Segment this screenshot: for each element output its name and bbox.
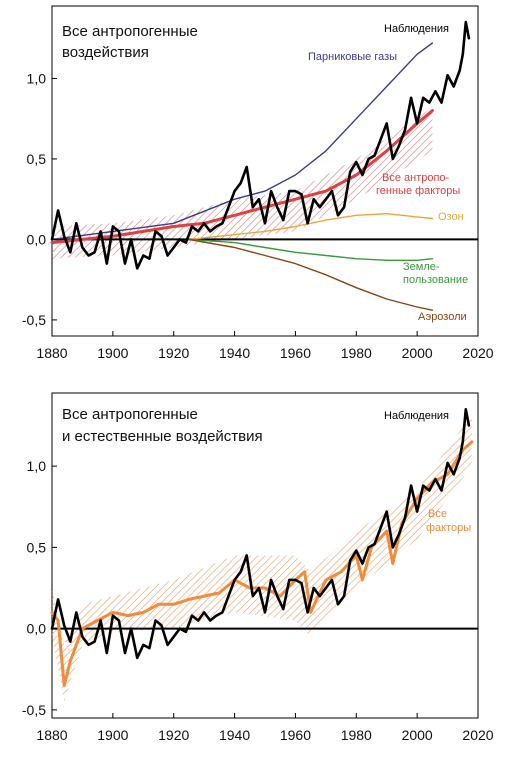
series-line-4 (188, 238, 434, 261)
y-tick-label: 0,5 (27, 539, 47, 555)
x-tick-label: 1960 (280, 345, 311, 361)
label-all-anthropogenic-line-1: Все антропо- (382, 172, 450, 184)
x-tick-label: 1920 (158, 727, 189, 743)
label-all-factors-line-1: Все (428, 508, 447, 520)
label-aerosols: Аэрозоли (418, 311, 467, 323)
series-line-0 (50, 407, 471, 660)
x-tick-label: 2020 (462, 345, 493, 361)
x-tick-label: 1980 (341, 345, 372, 361)
y-axis-ticks: -0,5 0,0 0,5 1,0 (22, 70, 57, 328)
y-tick-label: 0,5 (27, 151, 47, 167)
x-axis-ticks: 1880 1900 1920 1940 1960 1980 2000 2020 (36, 713, 494, 743)
label-observations: Наблюдения (384, 410, 449, 422)
x-tick-label: 2000 (402, 345, 433, 361)
label-greenhouse-gases: Парниковые газы (308, 51, 397, 63)
chart-panel-anthropogenic: 1880 1900 1920 1940 1960 1980 2000 2020 -0,5 0,0… (22, 5, 494, 361)
x-tick-label: 1880 (36, 345, 67, 361)
y-tick-label: 0,0 (27, 621, 47, 637)
uncertainty-band (52, 414, 472, 702)
y-tick-label: -0,5 (22, 312, 46, 328)
band-area (52, 414, 472, 702)
label-observations: Наблюдения (384, 23, 449, 35)
label-ozone: Озон (438, 211, 464, 223)
x-tick-label: 1940 (219, 345, 250, 361)
chart-title-line-1: Все антропогенные (62, 23, 198, 40)
series-line-0 (50, 20, 471, 270)
x-tick-label: 2020 (462, 727, 493, 743)
x-axis-ticks: 1880 1900 1920 1940 1960 1980 2000 2020 (36, 331, 494, 361)
uncertainty-band (52, 107, 433, 259)
x-tick-label: 1900 (97, 345, 128, 361)
chart-title-line-1: Все антропогенные (62, 406, 198, 423)
plot-frame (51, 5, 479, 337)
y-tick-label: 1,0 (27, 70, 47, 86)
chart-panel-all-forcings: 1880 1900 1920 1940 1960 1980 2000 2020 -0,5 0,0… (22, 392, 494, 743)
y-tick-label: 1,0 (27, 458, 47, 474)
x-tick-label: 1900 (97, 727, 128, 743)
series-lines (50, 407, 474, 687)
x-tick-label: 1880 (36, 727, 67, 743)
plot-frame (51, 392, 479, 719)
band-area (52, 107, 433, 259)
chart-title-line-2: и естественные воздействия (62, 428, 263, 445)
x-tick-label: 1960 (280, 727, 311, 743)
label-land-use-line-2: пользование (403, 274, 468, 286)
y-tick-label: -0,5 (22, 702, 46, 718)
series-line-2 (50, 109, 434, 245)
x-tick-label: 1940 (219, 727, 250, 743)
label-all-anthropogenic-line-2: генные факторы (376, 185, 460, 197)
series-lines (50, 20, 471, 311)
y-axis-ticks: -0,5 0,0 0,5 1,0 (22, 458, 57, 718)
series-line-5 (188, 238, 434, 311)
x-tick-label: 1920 (158, 345, 189, 361)
series-line-3 (188, 212, 434, 241)
y-tick-label: 0,0 (27, 231, 47, 247)
series-line-1 (51, 42, 434, 241)
label-all-factors-line-2: факторы (426, 522, 471, 534)
x-tick-label: 1980 (341, 727, 372, 743)
x-tick-label: 2000 (402, 727, 433, 743)
chart-title-line-2: воздействия (62, 44, 149, 61)
label-land-use-line-1: Земле- (403, 261, 440, 273)
series-line-1 (50, 440, 474, 687)
